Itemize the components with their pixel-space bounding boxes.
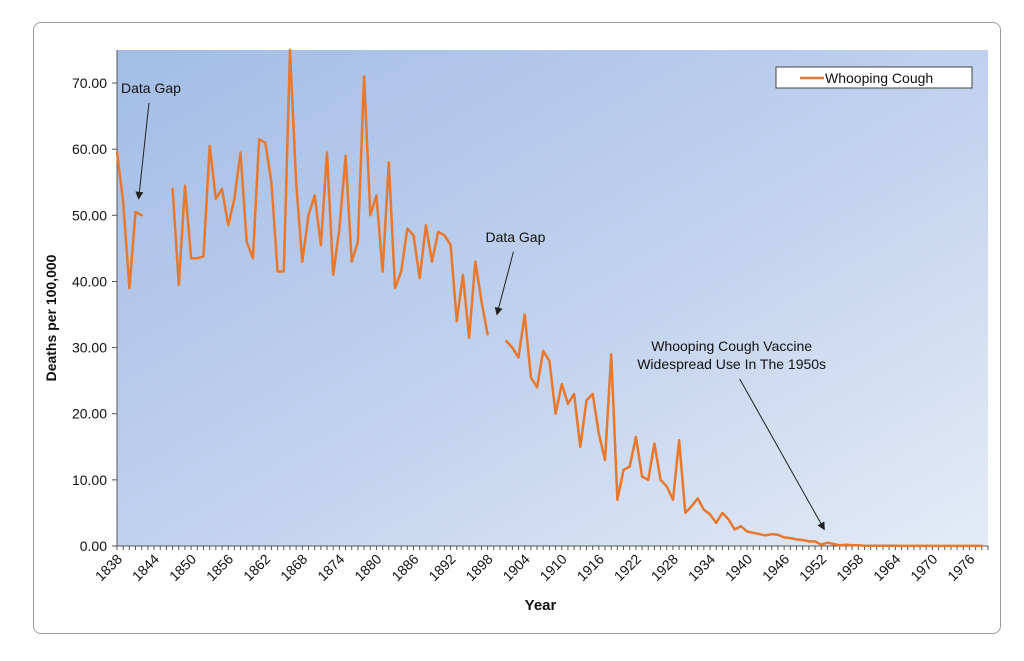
x-tick-label: 1934 (685, 551, 718, 584)
x-tick-label: 1958 (833, 551, 866, 584)
x-tick-label: 1898 (462, 551, 495, 584)
x-tick-label: 1844 (129, 551, 162, 584)
annotation: Data Gap (121, 80, 181, 200)
annotation-arrow (739, 378, 825, 531)
plot-area (117, 50, 988, 546)
x-tick-label: 1922 (611, 551, 644, 584)
x-tick-label: 1976 (944, 551, 977, 584)
series-line-segment (504, 313, 984, 548)
x-tick-label: 1940 (722, 551, 755, 584)
annotation-text: Data Gap (121, 80, 181, 96)
y-tick-label: 20.00 (72, 406, 107, 422)
y-tick-label: 70.00 (72, 75, 107, 91)
x-tick-label: 1856 (203, 551, 236, 584)
x-tick-label: 1850 (166, 551, 199, 584)
x-tick-label: 1904 (499, 551, 532, 584)
y-tick-label: 10.00 (72, 472, 107, 488)
x-tick-label: 1862 (240, 551, 273, 584)
x-tick-label: 1868 (277, 551, 310, 584)
annotation-text: Data Gap (485, 229, 545, 245)
annotation-arrow (135, 102, 150, 200)
y-tick-label: 30.00 (72, 340, 107, 356)
x-tick-label: 1952 (796, 551, 829, 584)
y-tick-label: 60.00 (72, 141, 107, 157)
annotation: Whooping Cough Vaccine Widespread Use In … (637, 338, 826, 531)
annotation-text: Widespread Use In The 1950s (637, 356, 826, 372)
x-tick-label: 1886 (388, 551, 421, 584)
annotation-text: Whooping Cough Vaccine (651, 338, 812, 354)
y-axis: 0.00 10.00 20.00 30.00 40.00 50.00 60.00 70.00 (72, 50, 118, 554)
legend-box (775, 66, 973, 89)
annotation: Data Gap (485, 229, 546, 316)
x-tick-label: 1916 (574, 551, 607, 584)
x-tick-label: 1964 (870, 551, 903, 584)
x-tick-label: 1838 (92, 551, 125, 584)
y-tick-label: 40.00 (72, 273, 107, 289)
series-line-segment (115, 151, 143, 290)
x-tick-label: 1970 (907, 551, 940, 584)
x-tick-label: 1910 (537, 551, 570, 584)
x-axis: 1838 1844 1850 1856 1862 1868 1874 1880 1886 1892… (92, 545, 989, 584)
x-tick-label: 1880 (351, 551, 384, 584)
x-tick-label: 1928 (648, 551, 681, 584)
legend: Whooping Cough (775, 66, 973, 89)
x-axis-label: Year (525, 597, 557, 614)
x-tick-label: 1874 (314, 551, 347, 584)
legend-label: Whooping Cough (825, 70, 933, 86)
annotation-layer: Data Gap Data Gap Whooping Cough Vaccine Wi… (121, 80, 826, 531)
annotation-arrow (494, 251, 514, 316)
y-tick-label: 50.00 (72, 207, 107, 223)
x-tick-label: 1946 (759, 551, 792, 584)
series-layer (115, 48, 984, 548)
x-tick-label: 1892 (425, 551, 458, 584)
series-line-segment (171, 48, 489, 339)
y-tick-label: 0.00 (80, 538, 107, 554)
whooping-cough-chart: 0.0010.0020.0030.0040.0050.0060.0070.00 … (43, 48, 989, 614)
y-axis-label: Deaths per 100,000 (43, 254, 59, 381)
chart-frame: 0.00 10.00 20.00 30.00 40.00 50.00 60.00 70.00 … (33, 22, 1001, 634)
